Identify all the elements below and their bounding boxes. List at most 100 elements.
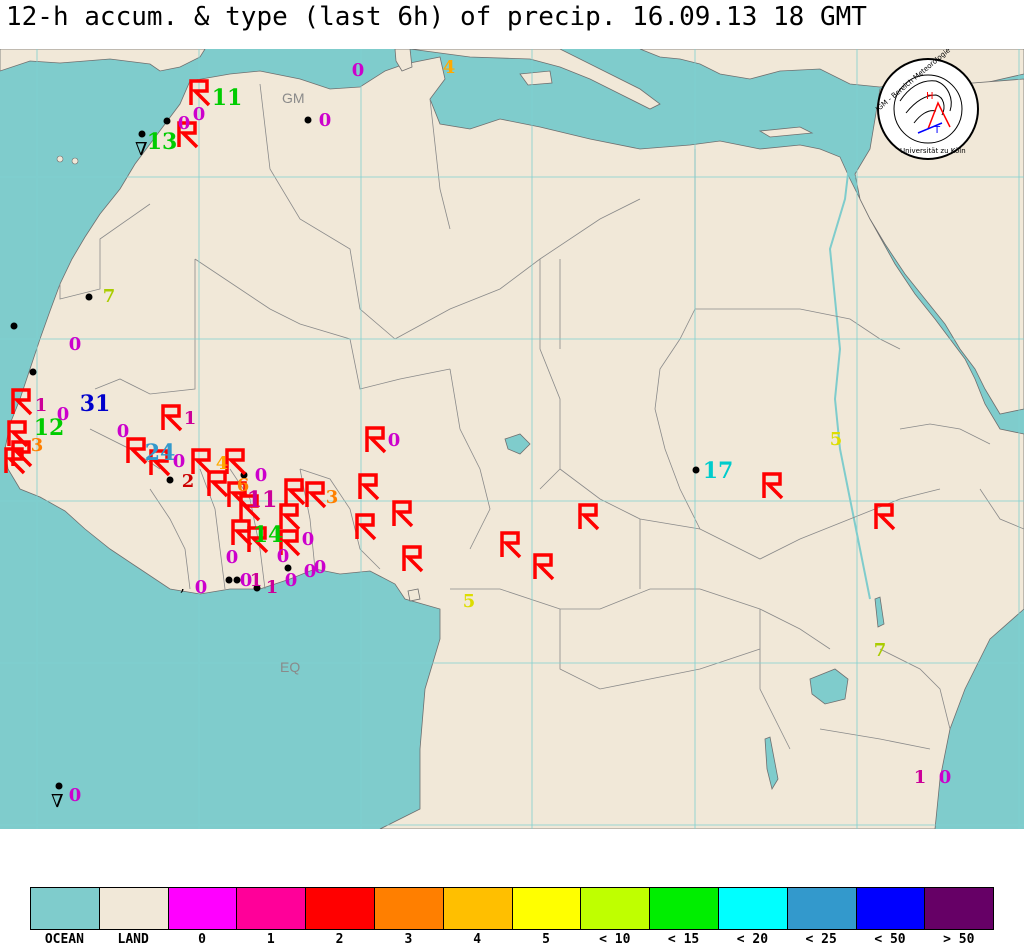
legend-swatch <box>855 887 926 930</box>
rain-symbol <box>578 503 600 531</box>
station-value: 0 <box>240 570 253 591</box>
rain-symbol <box>762 472 784 500</box>
lake-chad <box>504 433 531 455</box>
legend-label: > 50 <box>943 932 975 947</box>
station-dot <box>284 564 292 572</box>
station-dot <box>253 584 261 592</box>
station-value: 7 <box>103 286 116 307</box>
legend-swatch <box>649 887 719 930</box>
legend-label: LAND <box>117 932 149 947</box>
legend-label: 2 <box>335 932 344 947</box>
hail-symbol: ∇ <box>51 791 64 812</box>
legend-swatch <box>924 887 995 930</box>
nile-river <box>828 156 871 600</box>
station-value: 0 <box>117 421 130 442</box>
sardinia-land <box>394 49 413 72</box>
map-canvas: GM EQ H T IGM - Bereich Meteorologie Uni… <box>0 49 1024 829</box>
station-value: 0 <box>319 110 332 131</box>
legend-swatch <box>718 887 788 930</box>
station-dot <box>233 576 241 584</box>
sicily-land <box>519 70 553 86</box>
station-value: 0 <box>57 404 70 425</box>
hail-symbol: ∇ <box>135 139 148 160</box>
rain-symbol <box>239 494 261 522</box>
station-value: 0 <box>302 529 315 550</box>
rain-symbol <box>874 503 896 531</box>
rain-symbol <box>225 448 247 476</box>
station-value: 5 <box>463 591 476 612</box>
legend-swatch <box>442 887 513 930</box>
italy-land <box>409 49 661 110</box>
svg-text:Universität zu Köln: Universität zu Köln <box>900 147 966 155</box>
station-dot <box>225 576 233 584</box>
legend-swatch <box>30 887 100 930</box>
rain-symbol <box>7 420 29 448</box>
station-value: 24 <box>145 440 176 466</box>
rain-symbol <box>177 121 199 149</box>
legend-swatch <box>98 887 169 930</box>
station-value: 0 <box>388 430 401 451</box>
station-value: 31 <box>80 391 111 417</box>
station-dot <box>138 130 146 138</box>
station-value: 7 <box>874 640 887 661</box>
gm-label: GM <box>282 90 305 106</box>
station-value: 5 <box>830 429 843 450</box>
station-value: 0 <box>255 465 268 486</box>
rain-symbol <box>189 79 211 107</box>
station-value: 0 <box>277 546 290 567</box>
legend-label: < 50 <box>874 932 906 947</box>
map-title: 12-h accum. & type (last 6h) of precip. … <box>6 2 867 32</box>
station-dot <box>85 293 93 301</box>
station-value: 0 <box>226 547 239 568</box>
canary-island <box>56 155 64 163</box>
station-value: 1 <box>914 767 927 788</box>
legend-swatch <box>511 887 582 930</box>
bioko-island <box>407 588 421 602</box>
station-dot <box>692 466 700 474</box>
rain-symbol <box>284 478 306 506</box>
station-value: 0 <box>939 767 952 788</box>
legend-label: 0 <box>198 932 206 947</box>
station-value: 1 <box>184 408 197 429</box>
svg-text:T: T <box>933 125 941 136</box>
legend-label: < 15 <box>667 932 700 947</box>
legend-label: 1 <box>266 932 275 947</box>
station-value: 13 <box>147 129 178 155</box>
rain-symbol <box>11 388 33 416</box>
station-value: 0 <box>69 785 82 806</box>
station-dot <box>304 116 312 124</box>
station-value: 1 <box>266 577 279 598</box>
legend-label: < 25 <box>805 932 837 947</box>
svg-text:H: H <box>926 91 934 102</box>
rain-symbol <box>365 426 387 454</box>
legend-swatch <box>305 887 375 930</box>
rain-symbol <box>533 553 555 581</box>
lake-tanganyika <box>764 736 779 791</box>
station-dot <box>10 322 18 330</box>
arabia-land <box>854 78 1024 415</box>
rain-symbol <box>358 473 380 501</box>
rain-symbol <box>4 447 26 475</box>
station-value: 2 <box>182 471 195 492</box>
station-dot <box>55 782 63 790</box>
station-value: 4 <box>443 57 456 78</box>
station-value: 0 <box>173 451 186 472</box>
precip-legend: OCEAN LAND 0 1 2 3 4 5 < 10 < 15 < 20 < 25 < 50 > 50 <box>30 887 995 947</box>
rain-symbol <box>161 404 183 432</box>
iberia-land <box>0 49 206 72</box>
rain-symbol <box>191 448 213 476</box>
station-value: 1 <box>250 570 263 591</box>
station-value: 0 <box>285 570 298 591</box>
crete-land <box>758 126 814 138</box>
lat-lon-grid <box>0 49 1024 829</box>
station-value: 0 <box>193 104 206 125</box>
eq-label: EQ <box>280 659 300 675</box>
rain-symbols <box>4 79 896 581</box>
station-value: 3 <box>31 435 44 456</box>
rain-symbol <box>126 437 148 465</box>
station-value: 0 <box>69 334 82 355</box>
legend-swatch <box>374 887 444 930</box>
station-dot <box>163 117 171 125</box>
legend-swatch <box>580 887 651 930</box>
station-dot <box>166 476 174 484</box>
